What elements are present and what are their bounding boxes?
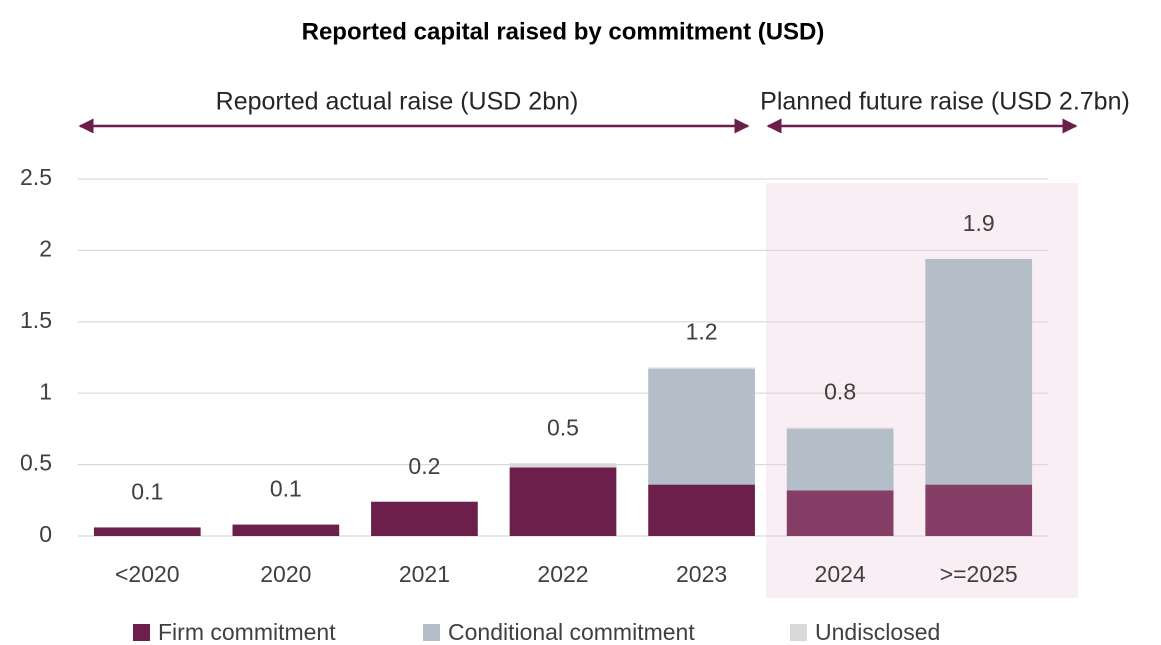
x-tick-label: >=2025 — [940, 561, 1018, 587]
bar-segment — [648, 367, 755, 369]
legend-swatch — [790, 624, 807, 641]
legend-swatch — [133, 624, 150, 641]
chart-title: Reported capital raised by commitment (U… — [302, 18, 825, 45]
y-tick-label: 1 — [39, 378, 52, 404]
bar-segment — [93, 527, 201, 536]
bar-segment — [786, 490, 894, 536]
bar-segment — [925, 484, 1033, 536]
x-tick-label: 2022 — [537, 561, 588, 587]
annotation: Planned future raise (USD 2.7bn) — [760, 88, 1130, 116]
legend-label: Conditional commitment — [448, 619, 695, 645]
legend-label: Firm commitment — [158, 619, 336, 645]
bar-segment — [509, 467, 617, 536]
x-tick-label: 2024 — [815, 561, 866, 587]
value-label: 0.1 — [131, 479, 163, 505]
legend-swatch — [423, 624, 440, 641]
value-label: 1.9 — [963, 210, 995, 236]
value-label: 0.1 — [270, 476, 302, 502]
bar-segment — [925, 258, 1033, 485]
y-tick-label: 2 — [39, 235, 52, 261]
annotation: Reported actual raise (USD 2bn) — [216, 88, 579, 116]
value-label: 1.2 — [686, 319, 718, 345]
y-tick-label: 1.5 — [20, 307, 52, 333]
value-label: 0.2 — [408, 453, 440, 479]
value-label: 0.5 — [547, 414, 579, 440]
bar-segment — [648, 484, 755, 536]
bar-segment — [232, 524, 340, 536]
bar-segment — [371, 501, 478, 536]
value-label: 0.8 — [824, 379, 856, 405]
y-tick-label: 0.5 — [20, 450, 52, 476]
x-tick-label: 2020 — [260, 561, 311, 587]
legend-label: Undisclosed — [815, 619, 940, 645]
bar-segment — [509, 463, 617, 468]
x-tick-label: 2023 — [676, 561, 727, 587]
y-tick-label: 0 — [39, 521, 52, 547]
bar-segment — [648, 368, 755, 485]
x-tick-label: <2020 — [115, 561, 180, 587]
x-tick-label: 2021 — [399, 561, 450, 587]
bar-segment — [786, 427, 894, 429]
bar-segment — [786, 428, 894, 491]
y-tick-label: 2.5 — [20, 164, 52, 190]
